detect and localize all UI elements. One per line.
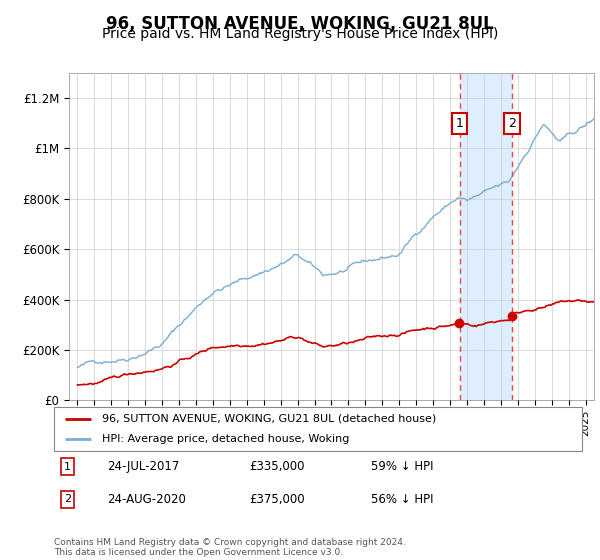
Text: 59% ↓ HPI: 59% ↓ HPI [371, 460, 433, 473]
Text: 96, SUTTON AVENUE, WOKING, GU21 8UL: 96, SUTTON AVENUE, WOKING, GU21 8UL [106, 15, 494, 32]
Text: 96, SUTTON AVENUE, WOKING, GU21 8UL (detached house): 96, SUTTON AVENUE, WOKING, GU21 8UL (det… [101, 414, 436, 424]
Text: £375,000: £375,000 [250, 493, 305, 506]
Text: 56% ↓ HPI: 56% ↓ HPI [371, 493, 433, 506]
Text: 24-JUL-2017: 24-JUL-2017 [107, 460, 179, 473]
FancyBboxPatch shape [54, 407, 582, 451]
Bar [512, 73, 600, 400]
Text: £335,000: £335,000 [250, 460, 305, 473]
Text: 1: 1 [455, 117, 463, 130]
Text: 2: 2 [64, 494, 71, 505]
Bar [460, 73, 512, 400]
Text: HPI: Average price, detached house, Woking: HPI: Average price, detached house, Woki… [101, 434, 349, 444]
Text: 1: 1 [64, 461, 71, 472]
Text: 2: 2 [508, 117, 516, 130]
Text: 24-AUG-2020: 24-AUG-2020 [107, 493, 185, 506]
Text: Contains HM Land Registry data © Crown copyright and database right 2024.
This d: Contains HM Land Registry data © Crown c… [54, 538, 406, 557]
Text: Price paid vs. HM Land Registry's House Price Index (HPI): Price paid vs. HM Land Registry's House … [102, 27, 498, 41]
